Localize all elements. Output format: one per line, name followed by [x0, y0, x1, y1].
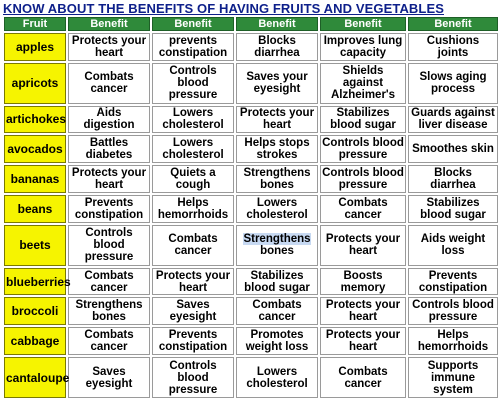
fruit-cell: blueberries — [4, 267, 71, 296]
benefit-cell: Lowers cholesterol — [152, 105, 234, 134]
benefit-cell: Boosts memory — [320, 267, 406, 296]
text-selection-highlight[interactable]: Strengthens — [243, 233, 311, 246]
benefit-cell: Controls blood pressure — [320, 135, 406, 164]
benefit-cell: Strengthens bones — [68, 297, 150, 326]
benefit-cell: Lowers cholesterol — [236, 357, 318, 398]
column-header-benefit: Benefit — [152, 17, 234, 31]
page-title[interactable]: KNOW ABOUT THE BENEFITS OF HAVING FRUITS… — [3, 1, 444, 16]
fruit-cell: avocados — [4, 135, 66, 164]
table-row: blueberries Combats cancer Protects your h… — [4, 267, 498, 296]
benefit-cell: Strengthens bones — [236, 165, 318, 194]
fruit-cell: apples — [4, 33, 66, 61]
benefit-cell: Stabilizes blood sugar — [320, 105, 406, 134]
fruit-cell: apricots — [4, 62, 66, 104]
benefit-cell: Cushions joints — [408, 33, 498, 61]
column-header-benefit: Benefit — [320, 17, 406, 31]
benefit-cell: Blocks diarrhea — [408, 165, 498, 194]
benefit-cell: Protects your heart — [320, 297, 406, 326]
benefit-cell: Shields against Alzheimer's — [320, 62, 406, 104]
benefit-cell: Combats cancer — [236, 297, 318, 326]
fruit-cell: broccoli — [4, 297, 66, 326]
table-row: beans Prevents constipation Helps hemorrho… — [4, 195, 498, 223]
benefit-cell: Blocks diarrhea — [236, 33, 318, 61]
table-row: beets Controls blood pressure Combats canc… — [4, 224, 498, 266]
table-row: broccoli Strengthens bones Saves eyesight C… — [4, 297, 498, 326]
benefit-cell: Strengthens bones — [236, 224, 318, 266]
benefit-cell: Guards against liver disease — [408, 105, 498, 134]
benefit-cell: Improves lung capacity — [320, 33, 406, 61]
table-body: apples Protects your heart prevents consti… — [4, 33, 498, 398]
benefit-cell: Combats cancer — [68, 327, 150, 356]
benefit-cell: Controls blood pressure — [152, 357, 234, 398]
table-row: bananas Protects your heart Quiets a cough… — [4, 165, 498, 194]
benefit-cell: Slows aging process — [408, 62, 498, 104]
table-row: cantaloupe Saves eyesight Controls blood p… — [4, 357, 498, 398]
benefit-cell: Aids digestion — [68, 105, 150, 134]
benefit-cell: Promotes weight loss — [236, 327, 318, 356]
benefit-cell-text: bones — [260, 245, 294, 258]
benefit-cell: Supports immune system — [408, 357, 498, 398]
benefit-cell: Protects your heart — [68, 165, 150, 194]
benefit-cell: Prevents constipation — [408, 267, 498, 296]
table-header-row: Fruit Benefit Benefit Benefit Benefit Be… — [4, 17, 498, 31]
benefit-cell: Protects your heart — [320, 327, 406, 356]
benefit-cell: Protects your heart — [68, 33, 150, 61]
benefit-cell: Combats cancer — [152, 224, 234, 266]
fruit-cell: beans — [4, 195, 66, 223]
column-header-benefit: Benefit — [408, 17, 498, 31]
benefit-cell: Combats cancer — [320, 357, 406, 398]
fruit-cell: cantaloupe — [4, 357, 69, 398]
column-header-fruit: Fruit — [4, 17, 66, 31]
benefit-cell: Aids weight loss — [408, 224, 498, 266]
benefit-cell: Helps hemorrhoids — [408, 327, 498, 356]
benefit-cell: Smoothes skin — [408, 135, 498, 164]
benefit-cell: Prevents constipation — [68, 195, 150, 223]
column-header-benefit: Benefit — [236, 17, 318, 31]
fruit-cell: bananas — [4, 165, 66, 194]
benefits-table: Fruit Benefit Benefit Benefit Benefit Be… — [2, 15, 500, 400]
benefit-cell: Prevents constipation — [152, 327, 234, 356]
table-row: apricots Combats cancer Controls blood pre… — [4, 62, 498, 104]
benefit-cell: Controls blood pressure — [408, 297, 498, 326]
benefit-cell: Quiets a cough — [152, 165, 234, 194]
benefit-cell: Helps hemorrhoids — [152, 195, 234, 223]
benefit-cell: Stabilizes blood sugar — [408, 195, 498, 223]
benefit-cell: Controls blood pressure — [320, 165, 406, 194]
benefit-cell: Stabilizes blood sugar — [236, 267, 318, 296]
benefit-cell: Combats cancer — [68, 267, 150, 296]
benefit-cell: Protects your heart — [152, 267, 234, 296]
benefit-cell: Controls blood pressure — [68, 224, 150, 266]
table-row: apples Protects your heart prevents consti… — [4, 33, 498, 61]
benefit-cell: prevents constipation — [152, 33, 234, 61]
benefit-cell: Saves eyesight — [68, 357, 150, 398]
benefit-cell: Battles diabetes — [68, 135, 150, 164]
benefit-cell: Controls blood pressure — [152, 62, 234, 104]
fruit-cell: beets — [4, 224, 66, 266]
benefit-cell: Helps stops strokes — [236, 135, 318, 164]
table-row: artichokes Aids digestion Lowers cholester… — [4, 105, 498, 134]
benefit-cell: Combats cancer — [320, 195, 406, 223]
fruit-cell: artichokes — [4, 105, 66, 134]
benefit-cell: Saves eyesight — [152, 297, 234, 326]
benefit-cell: Lowers cholesterol — [236, 195, 318, 223]
benefit-cell: Lowers cholesterol — [152, 135, 234, 164]
benefit-cell: Protects your heart — [320, 224, 406, 266]
benefit-cell: Combats cancer — [68, 62, 150, 104]
fruit-cell: cabbage — [4, 327, 66, 356]
table-row: avocados Battles diabetes Lowers cholester… — [4, 135, 498, 164]
benefit-cell: Protects your heart — [236, 105, 318, 134]
table-row: cabbage Combats cancer Prevents constipati… — [4, 327, 498, 356]
column-header-benefit: Benefit — [68, 17, 150, 31]
benefit-cell: Saves your eyesight — [236, 62, 318, 104]
